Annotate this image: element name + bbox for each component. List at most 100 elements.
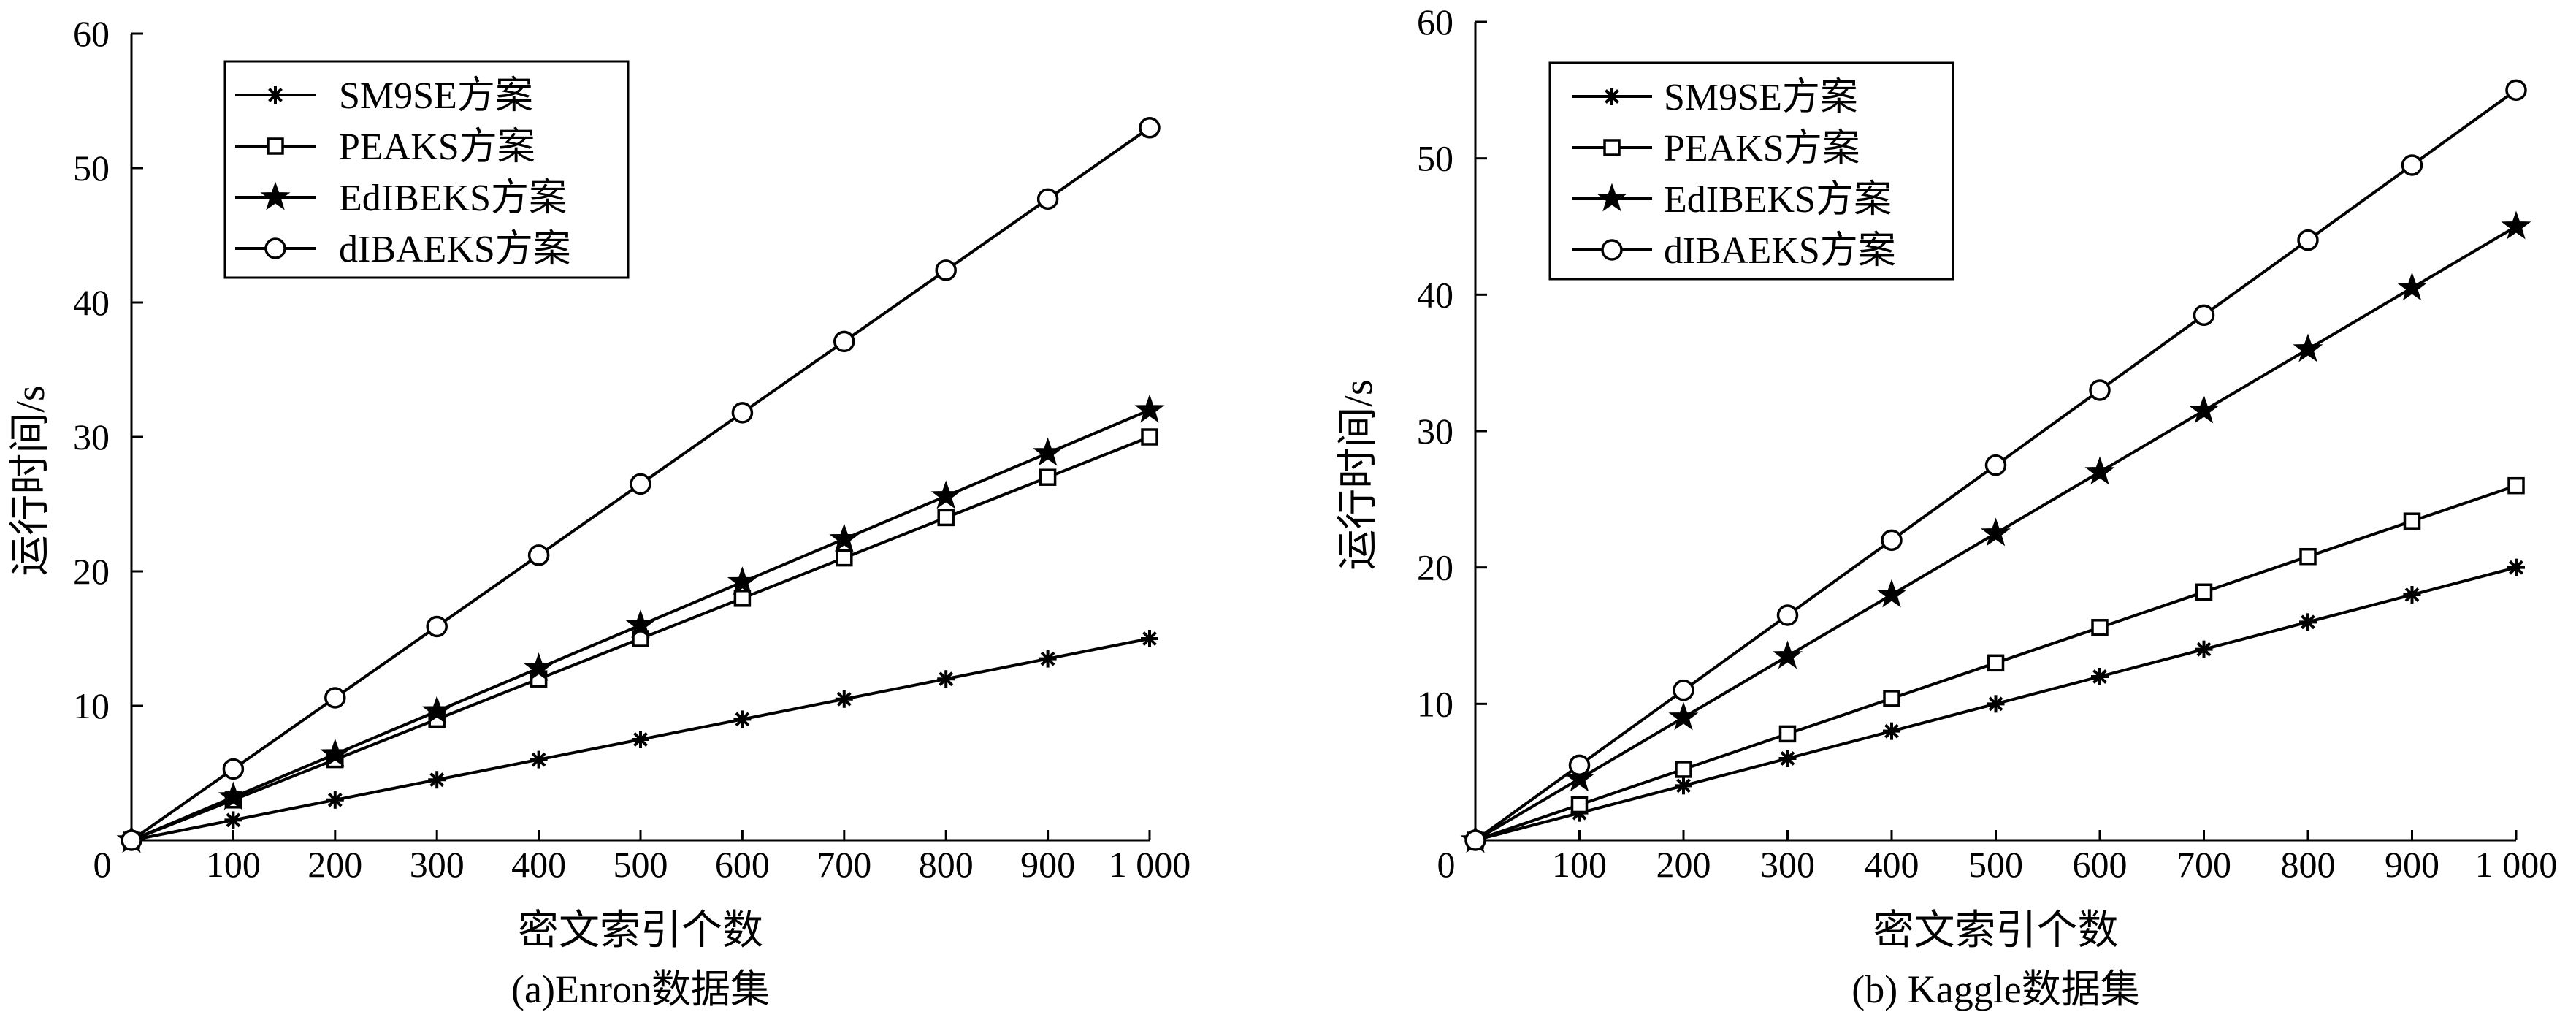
y-tick-label: 10	[1417, 683, 1453, 724]
data-point-circle	[1568, 754, 1591, 777]
x-tick-label: 400	[511, 844, 566, 885]
data-point-circle	[324, 687, 346, 709]
origin-label: 0	[93, 844, 112, 885]
x-tick-label: 200	[1656, 844, 1711, 885]
data-point-circle	[121, 829, 142, 851]
x-tick-label: 700	[817, 844, 871, 885]
data-point-circle	[630, 473, 651, 495]
data-point-asterisk	[1141, 630, 1158, 647]
legend-marker-asterisk	[1603, 88, 1621, 105]
data-point-circle	[2401, 154, 2423, 176]
data-point-circle	[1139, 117, 1161, 139]
data-point-circle	[1984, 454, 2007, 476]
data-point-square	[937, 509, 955, 527]
data-point-square	[1778, 725, 1797, 743]
legend-marker-square	[1603, 139, 1621, 156]
legend-marker-circle	[1601, 239, 1623, 261]
data-point-star	[829, 523, 860, 552]
legend: SM9SE方案 PEAKS方案 EdIBEKS方案 dIBAEKS方案	[223, 60, 630, 279]
data-point-star	[1981, 517, 2011, 547]
x-tick-label: 500	[1968, 844, 2023, 885]
y-tick-label: 40	[73, 282, 110, 323]
legend-label: SM9SE方案	[339, 75, 533, 117]
x-tick-label: 900	[1020, 844, 1075, 885]
data-point-asterisk	[2403, 586, 2421, 604]
data-point-square	[2507, 476, 2525, 495]
data-point-asterisk	[530, 750, 548, 769]
data-point-asterisk	[428, 771, 446, 789]
data-point-circle	[527, 544, 550, 566]
data-point-circle	[1673, 679, 1694, 701]
data-point-square	[2195, 583, 2213, 601]
data-point-star	[727, 566, 757, 595]
legend-label: dIBAEKS方案	[1664, 230, 1896, 272]
data-point-star	[625, 609, 656, 639]
x-tick-label: 700	[2176, 844, 2231, 885]
data-point-star	[1134, 394, 1165, 423]
data-point-square	[2299, 547, 2317, 566]
data-point-square	[2091, 619, 2109, 636]
y-tick-label: 30	[1417, 411, 1453, 452]
data-point-star	[2084, 456, 2115, 485]
data-point-asterisk	[2091, 668, 2109, 685]
x-axis-title: 密文索引个数	[1873, 908, 2119, 954]
legend-label: EdIBEKS方案	[1664, 179, 1892, 221]
x-tick-label: 1 000	[1109, 844, 1191, 885]
x-tick-label: 100	[1552, 844, 1607, 885]
legend-marker-star	[1597, 183, 1627, 212]
y-tick-label: 60	[73, 13, 110, 54]
x-tick-label: 600	[2073, 844, 2128, 885]
x-axis-title: 密文索引个数	[518, 908, 763, 954]
legend-label: EdIBEKS方案	[339, 178, 567, 219]
data-point-star	[1668, 701, 1699, 731]
data-point-square	[1570, 796, 1589, 814]
data-point-square	[1987, 654, 2005, 672]
data-point-star	[421, 695, 452, 724]
y-tick-label: 50	[1417, 138, 1453, 179]
data-point-star	[930, 480, 961, 509]
x-tick-label: 300	[1760, 844, 1815, 885]
data-point-asterisk	[937, 670, 955, 688]
data-point-star	[2397, 272, 2427, 301]
data-point-asterisk	[1883, 722, 1900, 740]
data-point-asterisk	[733, 710, 752, 728]
data-point-square	[1675, 761, 1692, 778]
data-point-asterisk	[2195, 640, 2213, 658]
data-point-star	[1033, 437, 1063, 466]
data-point-asterisk	[1987, 695, 2005, 713]
legend-marker-asterisk	[267, 86, 284, 104]
data-point-circle	[2089, 379, 2111, 401]
chart-caption: (a)Enron数据集	[511, 967, 770, 1011]
data-point-star	[524, 652, 554, 681]
data-point-circle	[1776, 604, 1799, 626]
data-point-square	[733, 590, 752, 607]
y-axis-title: 运行时间/s	[8, 385, 53, 576]
y-axis-title: 运行时间/s	[1336, 379, 1381, 570]
chart-panel-1: 10 20 30 40 50 60 100 200 300 400 500 600 700 800 900 1…	[1336, 1, 2557, 1011]
data-point-circle	[1464, 829, 1486, 851]
data-point-square	[2403, 512, 2421, 530]
x-tick-label: 100	[206, 844, 261, 885]
chart-panel-0: 10 20 30 40 50 60 100 200 300 400 500 600 700 800 900 1…	[8, 13, 1190, 1011]
data-point-star	[2293, 333, 2323, 362]
legend-marker-circle	[264, 237, 286, 259]
data-point-square	[1039, 468, 1057, 486]
x-tick-label: 500	[614, 844, 668, 885]
data-point-square	[836, 549, 853, 567]
data-point-star	[218, 781, 248, 810]
data-point-asterisk	[632, 731, 649, 748]
legend-label: dIBAEKS方案	[339, 229, 571, 270]
data-point-circle	[426, 615, 448, 638]
data-point-asterisk	[1778, 750, 1797, 767]
data-point-circle	[1036, 188, 1059, 210]
legend-label: SM9SE方案	[1664, 77, 1858, 118]
data-point-circle	[731, 402, 754, 424]
y-tick-label: 30	[73, 416, 110, 457]
data-point-star	[1876, 579, 1907, 608]
x-tick-label: 800	[2281, 844, 2336, 885]
data-point-asterisk	[326, 791, 344, 809]
x-tick-label: 900	[2385, 844, 2439, 885]
y-tick-label: 60	[1417, 1, 1453, 42]
